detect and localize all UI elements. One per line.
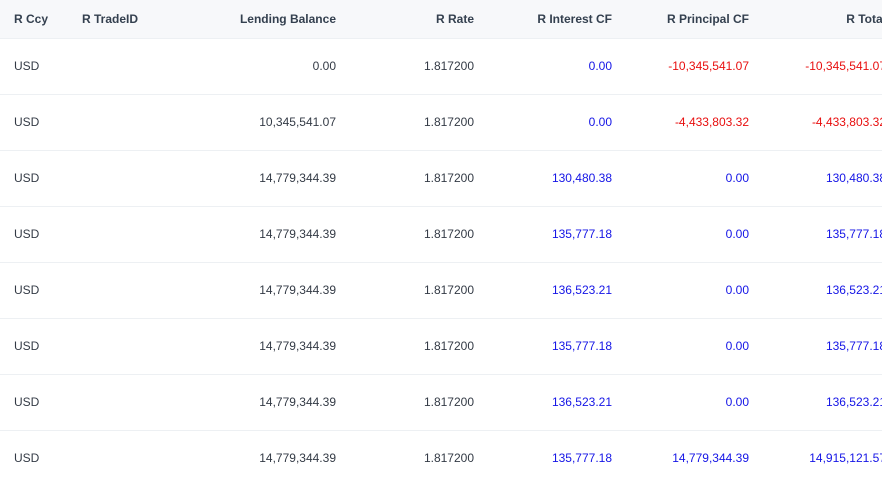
cell-interest-cf: 136,523.21: [551, 395, 612, 409]
cell-interest-cf: 0.00: [588, 59, 612, 73]
cell-interest-cf: 135,777.18: [551, 227, 612, 241]
cell-principal-cf: 14,779,344.39: [672, 451, 749, 466]
table-body: USD 0.00 1.817200 0.00 -10,345,541.07 -10,345…: [0, 38, 882, 486]
cell-lending-balance: 14,779,344.39: [259, 395, 336, 409]
cell-principal-cf: 0.00: [725, 283, 749, 297]
cell-total: 135,777.18: [825, 227, 882, 241]
cell-ccy: USD: [14, 227, 40, 241]
cell-principal-cf: 0.00: [725, 227, 749, 241]
cell-total: 14,915,121.57: [809, 451, 882, 466]
cell-principal-cf: 0.00: [725, 395, 749, 409]
table-row[interactable]: USD 14,779,344.39 1.817200 136,523.21 0.00 13…: [0, 374, 882, 430]
table-header: R Ccy R TradeID Lending Balance R Rate R…: [0, 0, 882, 38]
cell-interest-cf: 130,480.38: [551, 171, 612, 185]
table-row[interactable]: USD 14,779,344.39 1.817200 130,480.38 0.00 13…: [0, 150, 882, 206]
cell-trade-id: [82, 38, 162, 94]
cell-ccy: USD: [14, 171, 40, 185]
table-row[interactable]: USD 14,779,344.39 1.817200 136,523.21 0.00 13…: [0, 262, 882, 318]
cell-ccy: USD: [14, 339, 40, 353]
cell-interest-cf: 135,777.18: [551, 339, 612, 353]
cell-trade-id: [82, 318, 162, 374]
cell-trade-id: [82, 374, 162, 430]
column-header-lending-balance[interactable]: Lending Balance: [239, 11, 336, 26]
cell-trade-id: [82, 150, 162, 206]
column-header-rate[interactable]: R Rate: [435, 11, 474, 26]
table-row[interactable]: USD 0.00 1.817200 0.00 -10,345,541.07 -10,345…: [0, 38, 882, 94]
cell-rate: 1.817200: [423, 451, 474, 466]
cell-total: -4,433,803.32: [811, 115, 882, 129]
cell-ccy: USD: [14, 59, 40, 73]
cell-total: -10,345,541.07: [805, 59, 882, 73]
cell-rate: 1.817200: [423, 227, 474, 241]
cell-interest-cf: 136,523.21: [551, 283, 612, 297]
cell-rate: 1.817200: [423, 115, 474, 129]
column-header-ccy[interactable]: R Ccy: [14, 11, 49, 26]
cell-rate: 1.817200: [423, 283, 474, 297]
cell-total: 135,777.18: [825, 339, 882, 353]
column-header-principal-cf[interactable]: R Principal CF: [666, 11, 749, 26]
cell-ccy: USD: [14, 451, 40, 466]
cell-lending-balance: 14,779,344.39: [259, 451, 336, 466]
cell-lending-balance: 10,345,541.07: [259, 115, 336, 129]
cell-trade-id: [82, 94, 162, 150]
cell-interest-cf: 0.00: [588, 115, 612, 129]
cell-lending-balance: 14,779,344.39: [259, 171, 336, 185]
header-row: R Ccy R TradeID Lending Balance R Rate R…: [0, 0, 882, 38]
table-row[interactable]: USD 14,779,344.39 1.817200 135,777.18 0.00 13…: [0, 206, 882, 262]
cell-rate: 1.817200: [423, 339, 474, 353]
cell-lending-balance: 14,779,344.39: [259, 283, 336, 297]
cell-lending-balance: 14,779,344.39: [259, 339, 336, 353]
cell-principal-cf: -10,345,541.07: [668, 59, 749, 73]
cell-interest-cf: 135,777.18: [551, 451, 612, 466]
cell-rate: 1.817200: [423, 171, 474, 185]
cell-lending-balance: 0.00: [312, 59, 336, 73]
cell-rate: 1.817200: [423, 59, 474, 73]
column-header-total[interactable]: R Total: [846, 11, 882, 26]
cell-total: 136,523.21: [825, 283, 882, 297]
cell-trade-id: [82, 206, 162, 262]
cell-principal-cf: 0.00: [725, 171, 749, 185]
column-header-trade-id[interactable]: R TradeID: [82, 11, 139, 26]
table-row[interactable]: USD 10,345,541.07 1.817200 0.00 -4,433,803.3…: [0, 94, 882, 150]
cell-ccy: USD: [14, 283, 40, 297]
cell-ccy: USD: [14, 395, 40, 409]
cell-total: 130,480.38: [825, 171, 882, 185]
cell-ccy: USD: [14, 115, 40, 129]
cell-trade-id: [82, 262, 162, 318]
cell-rate: 1.817200: [423, 395, 474, 409]
table-row[interactable]: USD 14,779,344.39 1.817200 135,777.18 14,779…: [0, 430, 882, 486]
cell-lending-balance: 14,779,344.39: [259, 227, 336, 241]
table-row[interactable]: USD 14,779,344.39 1.817200 135,777.18 0.00 13…: [0, 318, 882, 374]
cell-principal-cf: 0.00: [725, 339, 749, 353]
cell-total: 136,523.21: [825, 395, 882, 409]
column-header-interest-cf[interactable]: R Interest CF: [537, 11, 612, 26]
cell-principal-cf: -4,433,803.32: [674, 115, 749, 129]
